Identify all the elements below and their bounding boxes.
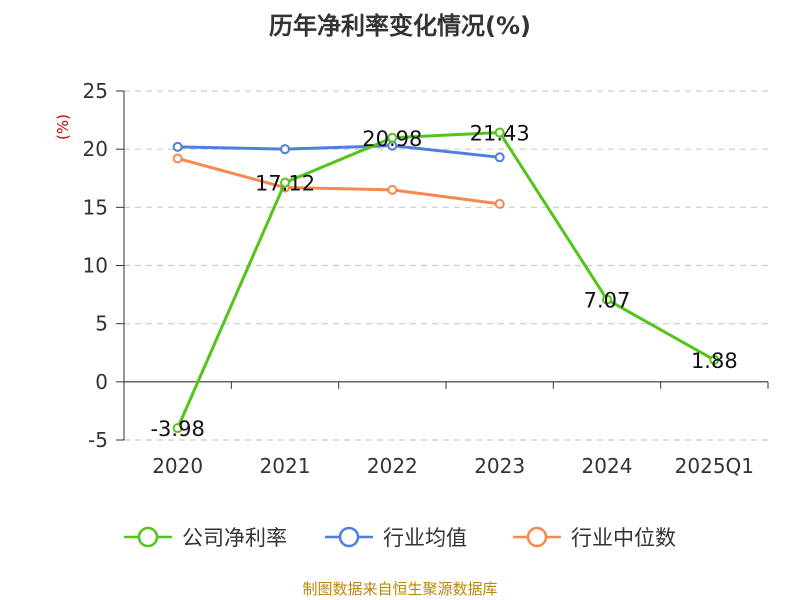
data-point-company xyxy=(172,423,183,434)
data-label: 17.12 xyxy=(255,172,315,196)
chart-title: 历年净利率变化情况(%) xyxy=(269,12,531,40)
y-tick-label: 20 xyxy=(83,137,108,161)
series-line-industry_avg xyxy=(177,144,500,159)
data-point-company xyxy=(602,294,612,305)
data-point-industry_avg xyxy=(280,144,290,155)
data-point-industry_median xyxy=(172,153,183,164)
data-label: 1.88 xyxy=(691,349,738,373)
data-label: -3.98 xyxy=(150,417,204,441)
y-tick-label: 0 xyxy=(95,370,108,394)
data-point-industry_avg xyxy=(494,152,505,163)
data-labels: -3.98 17.12 20.98 21.43 7.07 1.88 xyxy=(150,122,737,442)
legend-item-industry_median[interactable]: 行业中位数 xyxy=(513,526,676,550)
x-tick-label: 2020 xyxy=(152,454,203,478)
data-point-industry_median xyxy=(387,184,398,195)
x-tick-label: 2022 xyxy=(367,454,418,478)
legend-marker-icon xyxy=(137,526,159,548)
x-tick-label: 2025Q1 xyxy=(675,454,754,478)
legend-label: 行业中位数 xyxy=(571,526,676,550)
y-axis-unit: (%) xyxy=(54,114,72,140)
data-label: 20.98 xyxy=(362,127,422,151)
y-tick-label: 25 xyxy=(83,79,108,103)
legend-marker-icon xyxy=(338,526,360,548)
legend-item-company[interactable]: 公司净利率 xyxy=(124,526,287,550)
grid-lines xyxy=(124,90,768,441)
legend-item-industry_avg[interactable]: 行业均值 xyxy=(325,526,467,550)
data-point-company xyxy=(709,354,720,365)
y-tick-label: 15 xyxy=(83,195,108,219)
data-point-industry_median xyxy=(494,198,505,209)
data-label: 7.07 xyxy=(584,289,631,313)
data-point-company xyxy=(280,177,290,188)
x-tick-label: 2023 xyxy=(474,454,525,478)
legend-label: 行业均值 xyxy=(383,526,467,550)
data-label: 21.43 xyxy=(470,122,530,146)
data-point-company xyxy=(494,127,505,138)
axes: -5 0 5 10 15 20 25 2020 2021 2022 2023 2024 2025Q1 (%… xyxy=(54,79,769,478)
y-tick-label: 5 xyxy=(95,312,108,336)
series-line-industry_median xyxy=(177,157,500,206)
data-point-company xyxy=(387,132,398,143)
x-tick-label: 2024 xyxy=(582,454,633,478)
x-tick-label: 2021 xyxy=(260,454,311,478)
legend-label: 公司净利率 xyxy=(182,526,287,550)
legend[interactable]: 公司净利率 行业均值 行业中位数 xyxy=(124,526,676,550)
series-line-company xyxy=(176,131,716,429)
source-note: 制图数据来自恒生聚源数据库 xyxy=(302,580,498,598)
y-tick-label: 10 xyxy=(83,254,108,278)
data-point-industry_avg xyxy=(172,141,183,152)
y-tick-label: -5 xyxy=(88,428,108,452)
legend-marker-icon xyxy=(526,526,548,548)
series-lines xyxy=(172,127,720,434)
